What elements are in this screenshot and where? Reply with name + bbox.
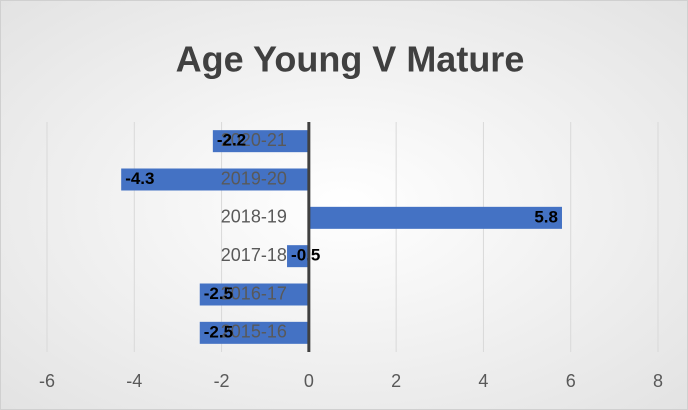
category-label: 2015-16 xyxy=(221,322,287,342)
data-label: -2.5 xyxy=(204,322,233,341)
bar xyxy=(199,283,309,306)
bar xyxy=(212,130,309,153)
category-label: 2017-18 xyxy=(221,245,287,265)
category-label: 2020-21 xyxy=(221,130,287,150)
chart-title: Age Young V Mature xyxy=(176,39,525,80)
bar xyxy=(287,245,309,268)
data-label: -2.2 xyxy=(217,131,246,150)
bar xyxy=(121,168,309,191)
x-tick-label: -6 xyxy=(39,371,55,391)
bar xyxy=(308,206,562,229)
category-label: 2019-20 xyxy=(221,168,287,188)
bar xyxy=(199,321,309,344)
x-tick-label: 4 xyxy=(478,371,488,391)
data-label: -4.3 xyxy=(125,169,154,188)
x-tick-label: 6 xyxy=(566,371,576,391)
data-label: -2.5 xyxy=(204,284,233,303)
data-label: 5.8 xyxy=(534,207,558,226)
x-tick-label: -2 xyxy=(214,371,230,391)
x-tick-label: 0 xyxy=(304,371,314,391)
category-label: 2016-17 xyxy=(221,283,287,303)
data-label: -0.5 xyxy=(291,246,320,265)
category-label: 2018-19 xyxy=(221,207,287,227)
x-tick-label: 2 xyxy=(391,371,401,391)
x-tick-label: -4 xyxy=(126,371,142,391)
x-tick-label: 8 xyxy=(653,371,663,391)
